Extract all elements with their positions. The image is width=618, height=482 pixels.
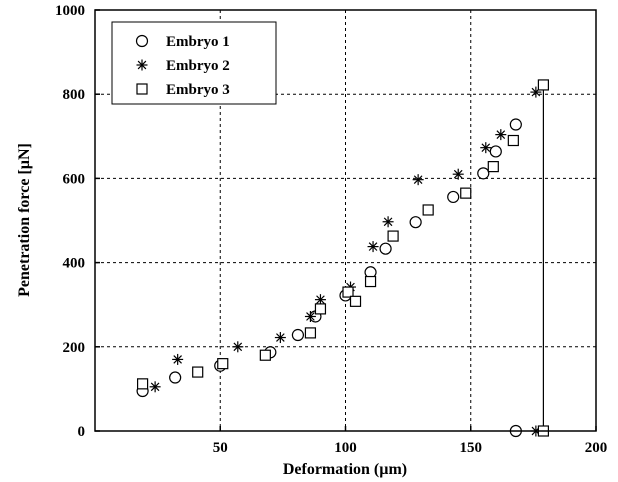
axis-ticks: 50 100 150 200 0 200 400 600 800 1000 [55,3,607,456]
data-point [136,378,149,390]
y-tick-label: 600 [63,171,86,187]
data-point [477,167,490,180]
y-tick-label: 200 [63,340,86,356]
data-point [495,129,507,141]
data-point [489,145,502,158]
data-point [349,295,362,307]
series-3 [136,79,549,437]
data-point [367,241,379,253]
data-point [460,187,472,199]
data-point [412,174,424,186]
data-point [172,353,184,365]
data-point [149,381,161,393]
data-point [487,161,499,173]
y-tick-label: 1000 [55,3,85,19]
data-point [314,303,327,315]
data-point [409,216,422,229]
y-tick-label: 800 [63,87,86,103]
data-point [342,286,354,298]
legend-marker [136,83,148,95]
data-point [304,310,316,322]
data-point [232,341,244,353]
data-point [509,118,522,131]
legend-label: Embryo 1 [166,34,230,50]
legend-marker [136,59,148,71]
data-point [452,168,464,180]
legend-marker [135,34,149,48]
y-tick-label: 400 [63,256,86,272]
data-point [447,190,460,204]
x-tick-label: 200 [585,440,608,456]
data-point [259,349,271,361]
series-1 [136,118,522,438]
data-point [387,230,399,242]
data-point [537,79,549,91]
data-point [379,242,392,255]
data-point [169,371,182,384]
x-tick-label: 50 [213,440,228,456]
legend-label: Embryo 2 [166,58,230,74]
data-point [291,328,305,342]
data-point [364,275,377,288]
data-point [507,134,519,147]
data-point [192,366,204,378]
x-axis-title: Deformation (µm) [283,461,407,478]
data-marks [136,79,549,438]
y-tick-label: 0 [78,424,86,440]
x-tick-label: 150 [460,440,483,456]
data-point [274,332,286,344]
data-point [304,327,317,339]
legend-label: Embryo 3 [166,82,230,98]
data-point [480,142,492,154]
x-tick-label: 100 [334,440,357,456]
data-point [422,204,434,216]
y-axis-title: Penetration force [µN] [16,143,33,297]
legend: Embryo 1 Embryo 2 Embryo 3 [111,21,277,105]
data-point [217,358,229,370]
data-point [382,216,394,228]
